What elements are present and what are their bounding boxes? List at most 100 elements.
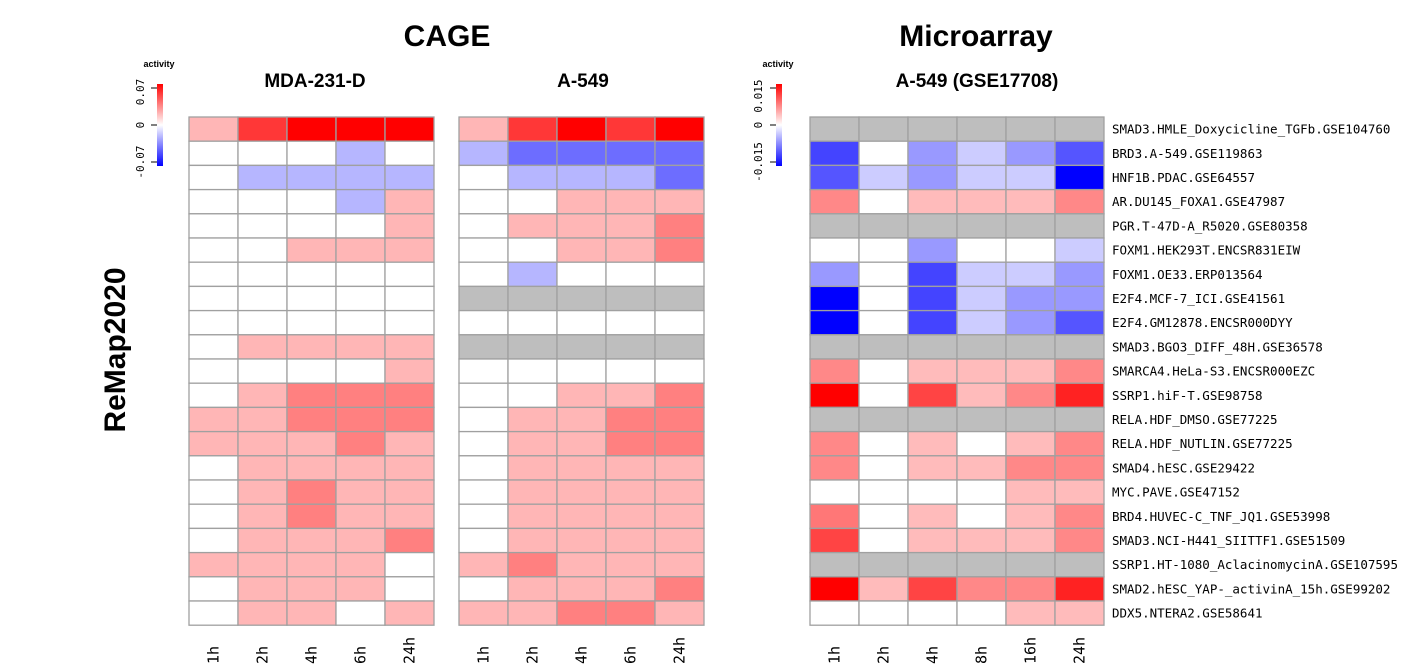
heatmap-cell [458, 164, 509, 191]
heatmap-cell [654, 358, 705, 384]
heatmap-cell [237, 164, 288, 191]
heatmap-cell [1005, 237, 1056, 263]
heatmap-cell [237, 406, 288, 433]
legend-microarray-label: activity [762, 59, 793, 69]
heatmap-cell [237, 430, 288, 457]
heatmap-cell [605, 140, 656, 167]
heatmap-cell [605, 309, 656, 336]
heatmap-cell [1054, 188, 1105, 215]
heatmap-cell [858, 188, 909, 215]
heatmap-cell [654, 551, 705, 578]
heatmap-cell [654, 188, 705, 215]
heatmap-cell [858, 237, 909, 263]
row-label: E2F4.MCF-7_ICI.GSE41561 [1112, 291, 1285, 306]
row-label: SMAD4.hESC.GSE29422 [1112, 460, 1255, 475]
legend-microarray: activity 0.015 0 -0.015 [752, 59, 794, 182]
heatmap-cell [384, 309, 435, 336]
heatmap-cell [809, 551, 860, 578]
heatmap-cell [384, 358, 435, 384]
heatmap-cell [858, 576, 909, 602]
heatmap-cell [458, 334, 509, 360]
heatmap-cell [188, 503, 239, 530]
heatmap-cell [286, 406, 337, 433]
heatmap-cell [335, 430, 386, 457]
heatmap-cell [654, 237, 705, 263]
heatmap-cell [809, 406, 860, 433]
heatmap-cell [809, 309, 860, 336]
row-label: SSRP1.hiF-T.GSE98758 [1112, 388, 1263, 403]
heatmap-cell [1005, 503, 1056, 530]
heatmap-cell [458, 527, 509, 554]
row-label: FOXM1.HEK293T.ENCSR831EIW [1112, 243, 1301, 258]
heatmap-cell [188, 576, 239, 602]
heatmap-cell [1054, 576, 1105, 602]
heatmap-cell [956, 188, 1007, 215]
heatmap-cell [286, 527, 337, 554]
column-label-2h: 2h [875, 646, 893, 664]
heatmap-cell [458, 455, 509, 481]
heatmap-cell [956, 382, 1007, 409]
heatmap-cell [809, 503, 860, 530]
heatmap-cell [1005, 116, 1056, 142]
heatmap-cell [188, 527, 239, 554]
heatmap-cell [335, 309, 386, 336]
heatmap-cell [605, 358, 656, 384]
column-label-4h: 4h [924, 646, 942, 664]
heatmap-cell [188, 358, 239, 384]
heatmap-cell [956, 600, 1007, 626]
heatmap-cell [556, 406, 607, 433]
heatmap-cell [384, 213, 435, 239]
heatmap-cell [507, 479, 558, 505]
heatmap-cell [654, 455, 705, 481]
heatmap-cell [237, 140, 288, 167]
legend-cage: activity 0.07 0 -0.07 [134, 59, 175, 179]
heatmap-cell [507, 382, 558, 409]
heatmap-cell [907, 527, 958, 554]
heatmap-cell [458, 140, 509, 167]
heatmap-cell [654, 164, 705, 191]
heatmap-cell [1005, 334, 1056, 360]
heatmap-cell [237, 527, 288, 554]
panel-title-a-549-gse17708: A-549 (GSE17708) [896, 71, 1059, 92]
heatmap-cell [907, 188, 958, 215]
row-label: SMAD2.hESC_YAP-_activinA_15h.GSE99202 [1112, 581, 1390, 596]
heatmap-cell [458, 358, 509, 384]
heatmap-cell [384, 406, 435, 433]
column-label-4h: 4h [303, 646, 321, 664]
heatmap-cell [1005, 261, 1056, 288]
heatmap-cell [809, 382, 860, 409]
heatmap-cell [654, 261, 705, 288]
column-label-4h: 4h [573, 646, 591, 664]
heatmap-cell [605, 527, 656, 554]
column-label-6h: 6h [622, 646, 640, 664]
row-label: SMAD3.HMLE_Doxycicline_TGFb.GSE104760 [1112, 122, 1390, 137]
legend-cage-tick-zero: 0 [134, 122, 147, 129]
heatmap-cell [188, 213, 239, 239]
heatmap-panel-a-549: 1h 2h 4h 6h 24h [458, 116, 705, 664]
row-label: AR.DU145_FOXA1.GSE47987 [1112, 194, 1285, 209]
heatmap-cell [956, 358, 1007, 384]
heatmap-cell [1054, 455, 1105, 481]
heatmap-panel-mda-231-d: 1h 2h 4h 6h 24h [188, 116, 435, 664]
heatmap-cell [907, 600, 958, 626]
heatmap-cell [507, 285, 558, 312]
heatmap-cell [556, 527, 607, 554]
heatmap-cell [507, 261, 558, 288]
heatmap-cell [956, 334, 1007, 360]
heatmap-cell [188, 285, 239, 312]
heatmap-cell [458, 188, 509, 215]
heatmap-cell [188, 600, 239, 626]
column-label-2h: 2h [524, 646, 542, 664]
heatmap-cell [1005, 309, 1056, 336]
legend-cage-label: activity [143, 59, 174, 69]
heatmap-cell [237, 576, 288, 602]
heatmap-cell [335, 406, 386, 433]
heatmap-cell [286, 188, 337, 215]
heatmap-panels: 1h 2h 4h 6h 24h 1h 2h 4h 6h 24h 1h 2h 4h 8h 16h 24h [188, 116, 1105, 664]
heatmap-cell [809, 188, 860, 215]
heatmap-cell [507, 237, 558, 263]
legend-cage-tick-min: -0.07 [134, 145, 147, 178]
heatmap-cell [907, 261, 958, 288]
heatmap-cell [237, 261, 288, 288]
heatmap-cell [1005, 285, 1056, 312]
